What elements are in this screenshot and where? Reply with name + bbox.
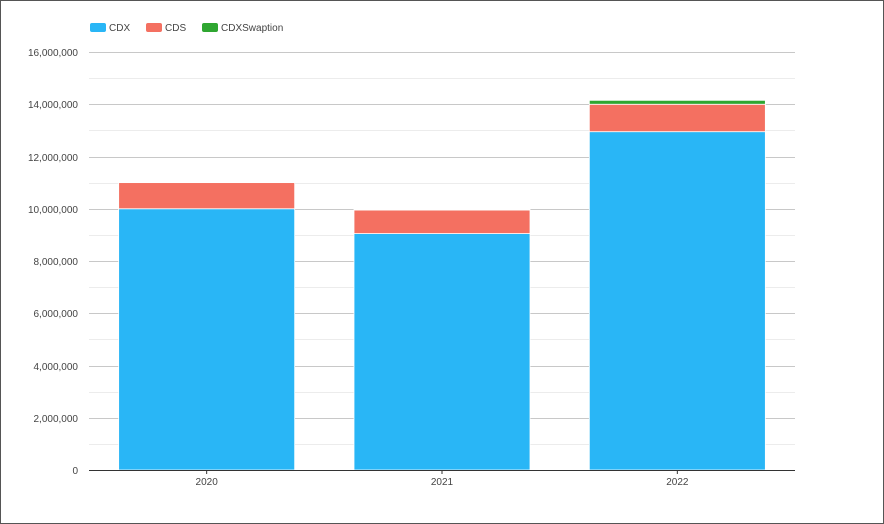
bars bbox=[118, 99, 766, 471]
bar-cds-2021[interactable] bbox=[353, 209, 531, 234]
x-tick-label: 2022 bbox=[666, 477, 689, 488]
bar-cds-2022[interactable] bbox=[588, 103, 766, 133]
legend-swatch bbox=[90, 23, 106, 32]
y-tick-label: 10,000,000 bbox=[28, 205, 78, 216]
legend-label: CDS bbox=[165, 23, 186, 34]
y-tick-label: 8,000,000 bbox=[34, 257, 79, 268]
y-axis: 0 2,000,000 4,000,000 6,000,000 8,000,000 10,… bbox=[28, 48, 79, 477]
legend-label: CDX bbox=[109, 23, 130, 34]
y-tick-label: 0 bbox=[72, 466, 78, 477]
bar-cdx-2021[interactable] bbox=[353, 233, 531, 471]
y-tick-label: 14,000,000 bbox=[28, 100, 78, 111]
y-tick-label: 2,000,000 bbox=[34, 414, 79, 425]
legend-label: CDXSwaption bbox=[221, 23, 283, 34]
x-tick-label: 2020 bbox=[196, 477, 219, 488]
bar-cds-2020[interactable] bbox=[118, 182, 296, 210]
bar-cdx-2022[interactable] bbox=[588, 131, 766, 471]
x-axis: 2020 2021 2022 bbox=[89, 470, 795, 488]
legend-item-cdxswaption[interactable]: CDXSwaption bbox=[202, 23, 283, 34]
bar-cdx-2020[interactable] bbox=[118, 208, 296, 471]
y-tick-label: 6,000,000 bbox=[34, 309, 79, 320]
x-tick-label: 2021 bbox=[431, 477, 454, 488]
legend: CDX CDS CDXSwaption bbox=[90, 23, 283, 34]
y-tick-label: 12,000,000 bbox=[28, 153, 78, 164]
bar-cdxswaption-2022[interactable] bbox=[588, 99, 766, 105]
legend-item-cdx[interactable]: CDX bbox=[90, 23, 130, 34]
y-tick-label: 16,000,000 bbox=[28, 48, 78, 59]
legend-item-cds[interactable]: CDS bbox=[146, 23, 186, 34]
legend-swatch bbox=[146, 23, 162, 32]
bar-cdxswaption-2021[interactable] bbox=[353, 208, 531, 211]
legend-swatch bbox=[202, 23, 218, 32]
y-tick-label: 4,000,000 bbox=[34, 362, 79, 373]
